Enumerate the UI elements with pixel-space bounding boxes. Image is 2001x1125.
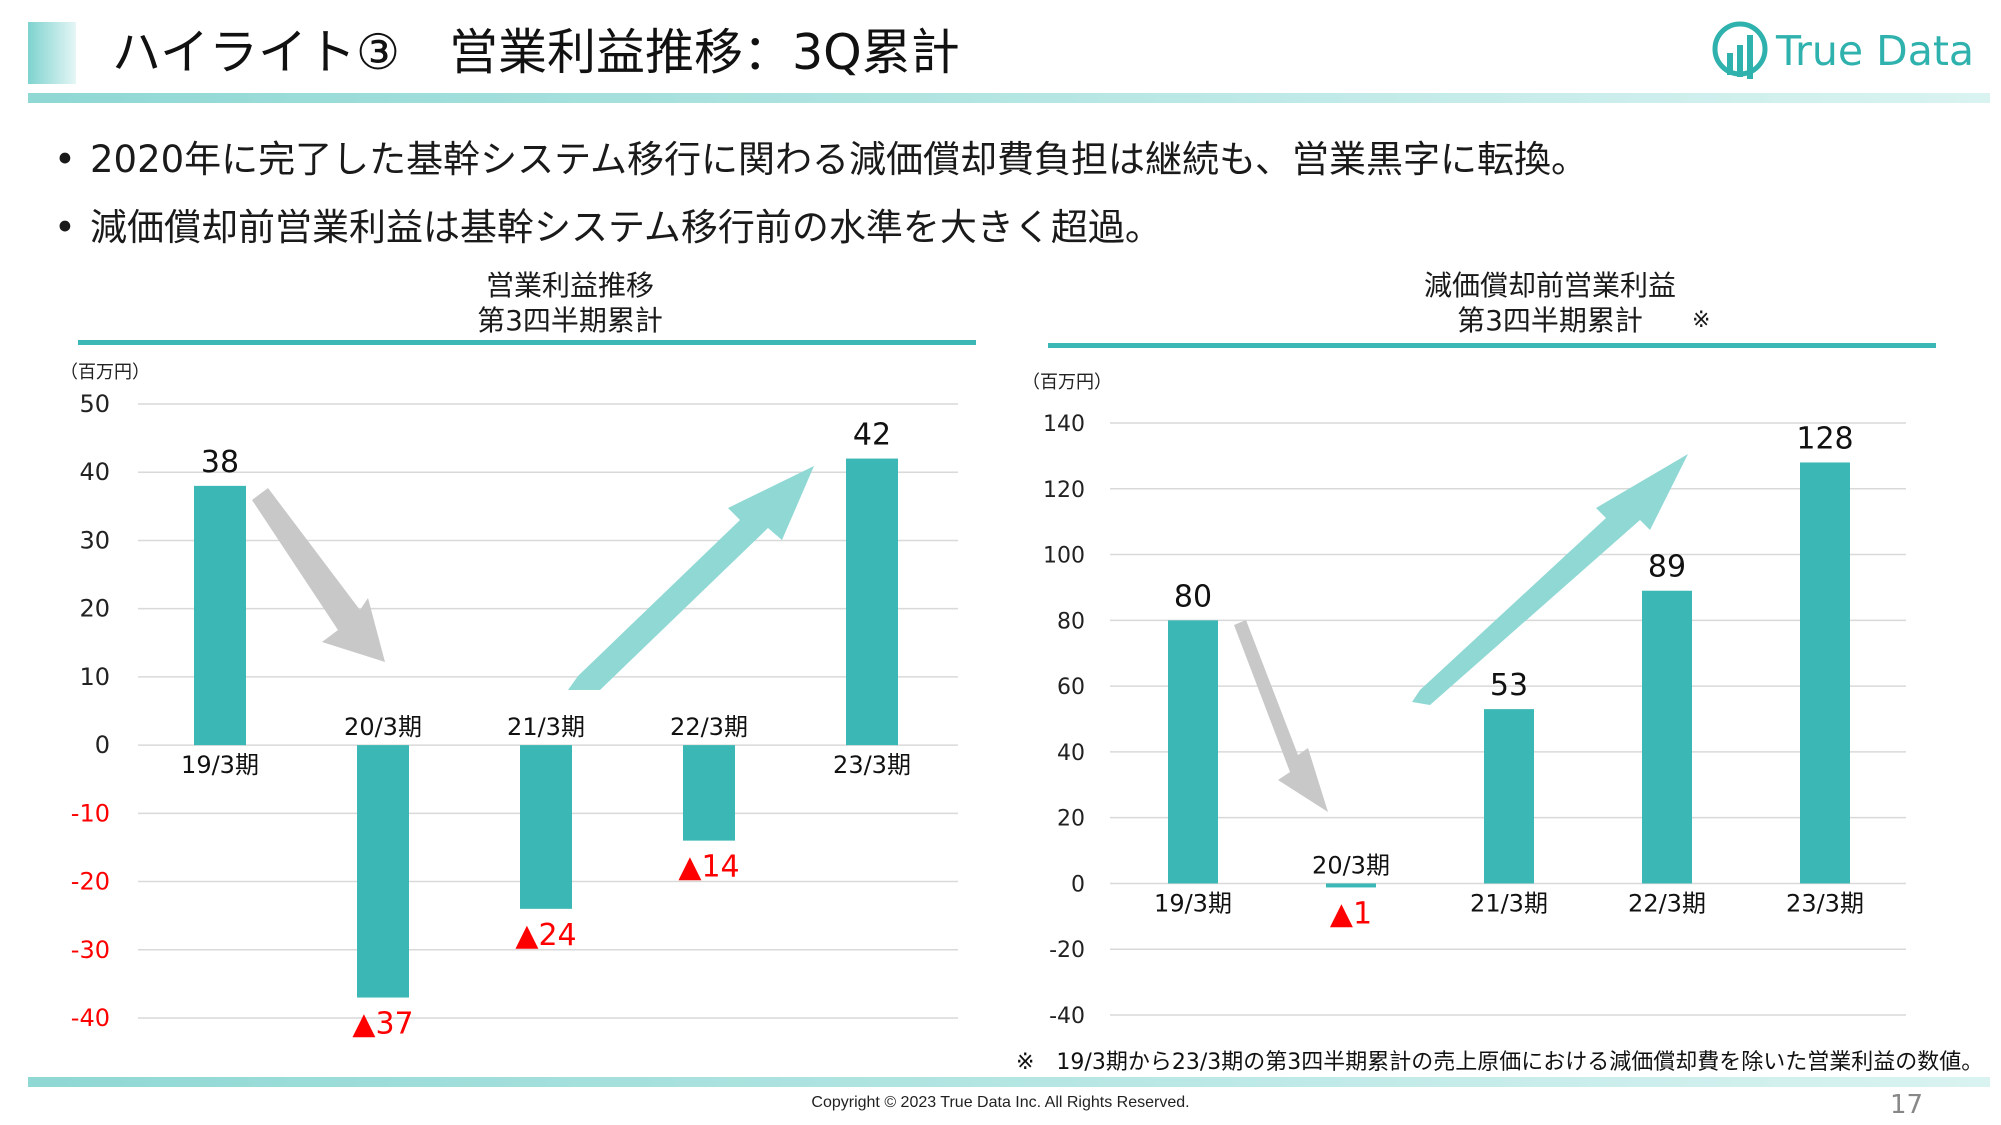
left-chart-y-tick-label: -20 bbox=[71, 868, 110, 896]
right-chart-data-label: 53 bbox=[1490, 668, 1528, 703]
right-chart-y-tick-label: -20 bbox=[1049, 938, 1085, 963]
right-chart-y-tick-label: 40 bbox=[1057, 741, 1085, 766]
left-chart-y-tick-label: 50 bbox=[79, 390, 110, 418]
right-chart-up-arrow bbox=[1412, 454, 1688, 705]
left-chart-data-label: 38 bbox=[201, 445, 239, 480]
left-chart-category-label: 20/3期 bbox=[344, 713, 422, 741]
right-chart-category-label: 23/3期 bbox=[1786, 889, 1864, 917]
right-chart-bar bbox=[1168, 620, 1218, 884]
left-chart-category-label: 19/3期 bbox=[181, 751, 259, 779]
left-chart-down-arrow bbox=[252, 488, 385, 662]
right-chart-bar bbox=[1484, 709, 1534, 884]
left-chart-title-rule bbox=[78, 340, 976, 345]
left-chart-title: 営業利益推移 第3四半期累計 bbox=[477, 269, 663, 337]
right-chart-y-tick-label: -40 bbox=[1049, 1004, 1085, 1029]
right-chart-data-label: 128 bbox=[1796, 421, 1853, 456]
left-chart-unit: （百万円） bbox=[60, 362, 150, 383]
right-chart-y-tick-label: 60 bbox=[1057, 675, 1085, 700]
footnote: ※ 19/3期から23/3期の第3四半期累計の売上原価における減価償却費を除いた… bbox=[1016, 1050, 1984, 1075]
left-chart-y-tick-label: -10 bbox=[71, 799, 110, 827]
right-chart-data-label: 80 bbox=[1174, 579, 1212, 614]
left-chart-bar bbox=[846, 458, 898, 746]
right-chart-category-label: 21/3期 bbox=[1470, 889, 1548, 917]
left-chart-y-tick-label: 40 bbox=[79, 458, 110, 486]
right-chart-bar bbox=[1326, 883, 1376, 888]
right-chart-data-label: 89 bbox=[1648, 550, 1686, 585]
left-chart-data-label: ▲14 bbox=[678, 850, 739, 885]
right-chart-bar bbox=[1800, 462, 1850, 884]
left-chart-category-label: 22/3期 bbox=[670, 713, 748, 741]
right-chart-y-tick-label: 100 bbox=[1043, 544, 1085, 569]
right-chart-title-note: ※ bbox=[1692, 308, 1711, 333]
right-chart-category-label: 19/3期 bbox=[1154, 889, 1232, 917]
right-chart-title: 減価償却前営業利益 第3四半期累計 bbox=[1423, 269, 1676, 337]
right-chart-y-tick-label: 140 bbox=[1043, 412, 1085, 437]
bullet-item: • 減価償却前営業利益は基幹システム移行前の水準を大きく超過。 bbox=[54, 206, 1162, 249]
right-chart-category-label: 20/3期 bbox=[1312, 851, 1390, 879]
right-chart-down-arrow bbox=[1234, 620, 1328, 812]
left-chart-data-label: 42 bbox=[853, 418, 891, 453]
right-chart-unit: （百万円） bbox=[1022, 372, 1112, 393]
bullet-item: • 2020年に完了した基幹システム移行に関わる減価償却費負担は継続も、営業黒字に… bbox=[54, 138, 1588, 181]
right-chart-category-label: 22/3期 bbox=[1628, 889, 1706, 917]
left-chart-y-tick-label: 0 bbox=[95, 731, 110, 759]
right-chart-title-rule bbox=[1048, 343, 1936, 348]
left-chart-data-label: ▲24 bbox=[515, 918, 576, 953]
right-chart-y-tick-label: 80 bbox=[1057, 609, 1085, 634]
left-chart-up-arrow bbox=[568, 466, 814, 690]
left-chart-data-label: ▲37 bbox=[352, 1007, 413, 1042]
page-number: 17 bbox=[1890, 1090, 1924, 1120]
left-chart-y-tick-label: 20 bbox=[79, 595, 110, 623]
right-chart-ebitda: 140 120 100 80 60 40 20 0 -20 -40 80 19/3期 ▲1 20/3期 53… bbox=[1043, 412, 1906, 1029]
left-chart-category-label: 21/3期 bbox=[507, 713, 585, 741]
right-chart-data-label: ▲1 bbox=[1330, 896, 1372, 931]
title-divider bbox=[28, 93, 1990, 103]
right-chart-bar bbox=[1642, 590, 1692, 884]
left-chart-bar bbox=[357, 745, 409, 998]
left-chart-bar bbox=[194, 485, 246, 746]
footer-divider bbox=[28, 1077, 1990, 1087]
left-chart-bar bbox=[683, 745, 735, 841]
title-accent-bar bbox=[28, 22, 76, 84]
left-chart-operating-profit: 50 40 30 20 10 0 -10 -20 -30 -40 38 19/3期 ▲37 20/3期 ▲2… bbox=[71, 390, 958, 1042]
left-chart-category-label: 23/3期 bbox=[833, 751, 911, 779]
left-chart-y-tick-label: 10 bbox=[79, 663, 110, 691]
left-chart-y-tick-label: -40 bbox=[71, 1004, 110, 1032]
left-chart-y-tick-label: -30 bbox=[71, 936, 110, 964]
true-data-logo-icon bbox=[1712, 21, 1768, 79]
right-chart-y-tick-label: 0 bbox=[1071, 872, 1085, 897]
right-chart-y-tick-label: 20 bbox=[1057, 807, 1085, 832]
logo-text: True Data bbox=[1776, 27, 1975, 75]
left-chart-y-tick-label: 30 bbox=[79, 526, 110, 554]
right-chart-y-tick-label: 120 bbox=[1043, 478, 1085, 503]
copyright: Copyright © 2023 True Data Inc. All Righ… bbox=[811, 1094, 1190, 1111]
left-chart-bar bbox=[520, 745, 572, 909]
page-title: ハイライト③ 営業利益推移：3Q累計 bbox=[112, 24, 960, 81]
true-data-logo: True Data bbox=[1712, 16, 1974, 86]
bullet-list: • 2020年に完了した基幹システム移行に関わる減価償却費負担は継続も、営業黒字に… bbox=[54, 126, 1588, 262]
